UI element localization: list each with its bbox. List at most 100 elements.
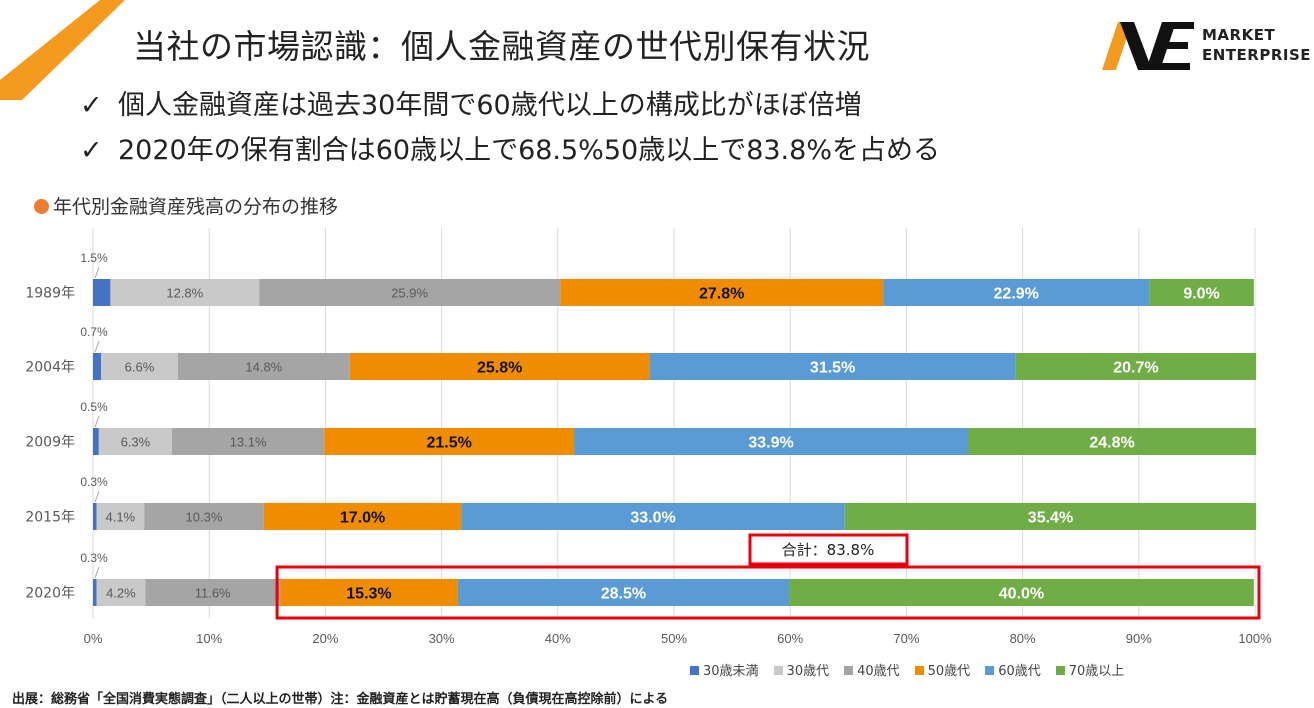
data-label: 0.7% bbox=[80, 325, 108, 339]
logo-text-line2: ENTERPRISE bbox=[1202, 46, 1312, 64]
x-tick-label: 40% bbox=[545, 631, 571, 646]
stacked-bar-chart: 0% 10% 20% 30% 40% 50% 60% 70% 80% 90% 100% 1989年 20… bbox=[25, 228, 1272, 646]
data-label: 21.5% bbox=[426, 435, 471, 452]
leader-line bbox=[94, 490, 100, 503]
data-label: 15.3% bbox=[346, 586, 391, 603]
bar-segment bbox=[93, 503, 97, 530]
bar-segment bbox=[883, 279, 1150, 306]
legend-label: 30歳未満 bbox=[703, 664, 759, 679]
leader-line bbox=[94, 566, 100, 579]
bar-segment bbox=[96, 579, 146, 606]
leader-line bbox=[94, 266, 100, 279]
data-label: 12.8% bbox=[166, 286, 203, 301]
x-tick-label: 30% bbox=[429, 631, 455, 646]
bar-segment bbox=[259, 279, 561, 306]
legend-swatch bbox=[844, 666, 854, 675]
bar-segment bbox=[349, 353, 650, 380]
legend-item: 50歳代 bbox=[914, 660, 971, 679]
data-label: 11.6% bbox=[195, 586, 231, 601]
legend-item: 30歳代 bbox=[773, 660, 829, 679]
x-tick-label: 70% bbox=[893, 631, 919, 646]
data-label: 40.0% bbox=[999, 586, 1044, 603]
bar-segment bbox=[1149, 279, 1254, 306]
annotation-label: 合計：83.8% bbox=[782, 541, 875, 559]
logo-text: MARKET ENTERPRISE bbox=[1202, 25, 1311, 65]
bullet-point-2: ✓ 2020年の保有割合は60歳以上で68.5%50歳以上で83.8%を占める bbox=[80, 128, 940, 167]
legend-item: 70歳以上 bbox=[1055, 660, 1125, 679]
source-note: 出展：総務省「全国消費実態調査」（二人以上の世帯）注：金融資産とは貯蓄現在高（負… bbox=[12, 692, 669, 707]
bar-segment bbox=[93, 428, 99, 455]
category-label: 2004年 bbox=[25, 360, 75, 376]
data-label: 4.1% bbox=[105, 510, 135, 525]
category-label: 2009年 bbox=[25, 435, 75, 451]
bullet-text-1: 個人金融資産は過去30年間で60歳代以上の構成比がほぼ倍増 bbox=[118, 90, 862, 121]
bullet-dot-icon bbox=[34, 199, 49, 214]
bar-segment bbox=[649, 353, 1016, 380]
bar-segment bbox=[93, 353, 102, 380]
check-icon: ✓ bbox=[80, 90, 103, 121]
chart-legend: 30歳未満 30歳代 40歳代 50歳代 60歳代 70歳以上 bbox=[690, 660, 1139, 679]
check-icon: ✓ bbox=[80, 135, 103, 166]
bullet-text-2: 2020年の保有割合は60歳以上で68.5%50歳以上で83.8%を占める bbox=[118, 135, 940, 166]
bar-segment bbox=[280, 579, 458, 606]
data-label: 14.8% bbox=[245, 360, 282, 375]
category-label: 1989年 bbox=[25, 286, 75, 302]
bar-segment bbox=[324, 428, 575, 455]
x-tick-label: 100% bbox=[1238, 631, 1272, 646]
bar-segment bbox=[1015, 353, 1257, 380]
bar-segment bbox=[789, 579, 1254, 606]
bar-segment bbox=[145, 579, 281, 606]
data-label: 27.8% bbox=[699, 286, 744, 303]
bar-segment bbox=[172, 428, 325, 455]
x-tick-label: 50% bbox=[661, 631, 687, 646]
leader-line bbox=[94, 340, 100, 353]
legend-label: 70歳以上 bbox=[1068, 664, 1125, 679]
x-tick-label: 90% bbox=[1126, 631, 1152, 646]
data-label: 10.3% bbox=[186, 510, 223, 525]
logo-text-line1: MARKET bbox=[1202, 26, 1276, 44]
bar-segment bbox=[96, 503, 145, 530]
data-label: 20.7% bbox=[1113, 360, 1158, 377]
data-label: 9.0% bbox=[1183, 286, 1219, 303]
legend-swatch bbox=[690, 666, 699, 675]
data-label: 0.5% bbox=[80, 400, 108, 414]
x-tick-label: 10% bbox=[196, 631, 222, 646]
legend-swatch bbox=[773, 666, 783, 675]
logo-mark bbox=[1102, 22, 1194, 70]
data-label: 24.8% bbox=[1089, 435, 1134, 452]
legend-swatch bbox=[914, 666, 924, 675]
bar-segment bbox=[98, 428, 173, 455]
bullet-point-1: ✓ 個人金融資産は過去30年間で60歳代以上の構成比がほぼ倍増 bbox=[80, 83, 862, 122]
data-label: 28.5% bbox=[601, 586, 646, 603]
annotation-box bbox=[748, 533, 909, 566]
legend-label: 40歳代 bbox=[857, 664, 900, 679]
page-title: 当社の市場認識：個人金融資産の世代別保有状況 bbox=[133, 27, 870, 66]
data-label: 35.4% bbox=[1028, 510, 1073, 527]
legend-swatch bbox=[1055, 666, 1065, 675]
data-label: 4.2% bbox=[106, 586, 136, 601]
company-logo: MARKET ENTERPRISE bbox=[1102, 18, 1311, 74]
data-label: 0.3% bbox=[80, 551, 108, 565]
legend-label: 60歳代 bbox=[998, 664, 1041, 679]
data-label: 6.3% bbox=[121, 435, 151, 450]
x-tick-label: 60% bbox=[777, 631, 803, 646]
legend-item: 60歳代 bbox=[985, 660, 1041, 679]
data-label: 0.3% bbox=[80, 475, 108, 489]
legend-label: 50歳代 bbox=[927, 664, 971, 679]
x-tick-label: 20% bbox=[312, 631, 338, 646]
data-label: 17.0% bbox=[340, 510, 385, 527]
bar-segment bbox=[177, 353, 350, 380]
x-tick-label: 80% bbox=[1010, 631, 1036, 646]
bar-segment bbox=[144, 503, 264, 530]
data-label: 31.5% bbox=[810, 360, 855, 377]
bar-segment bbox=[457, 579, 790, 606]
corner-decoration bbox=[0, 0, 125, 100]
bar-segment bbox=[93, 279, 111, 306]
data-label: 33.0% bbox=[630, 510, 675, 527]
data-label: 22.9% bbox=[994, 286, 1039, 303]
bar-segment bbox=[461, 503, 845, 530]
data-label: 1.5% bbox=[80, 251, 108, 265]
data-label: 25.9% bbox=[391, 286, 428, 301]
bar-segment bbox=[101, 353, 178, 380]
data-label: 13.1% bbox=[230, 435, 267, 450]
